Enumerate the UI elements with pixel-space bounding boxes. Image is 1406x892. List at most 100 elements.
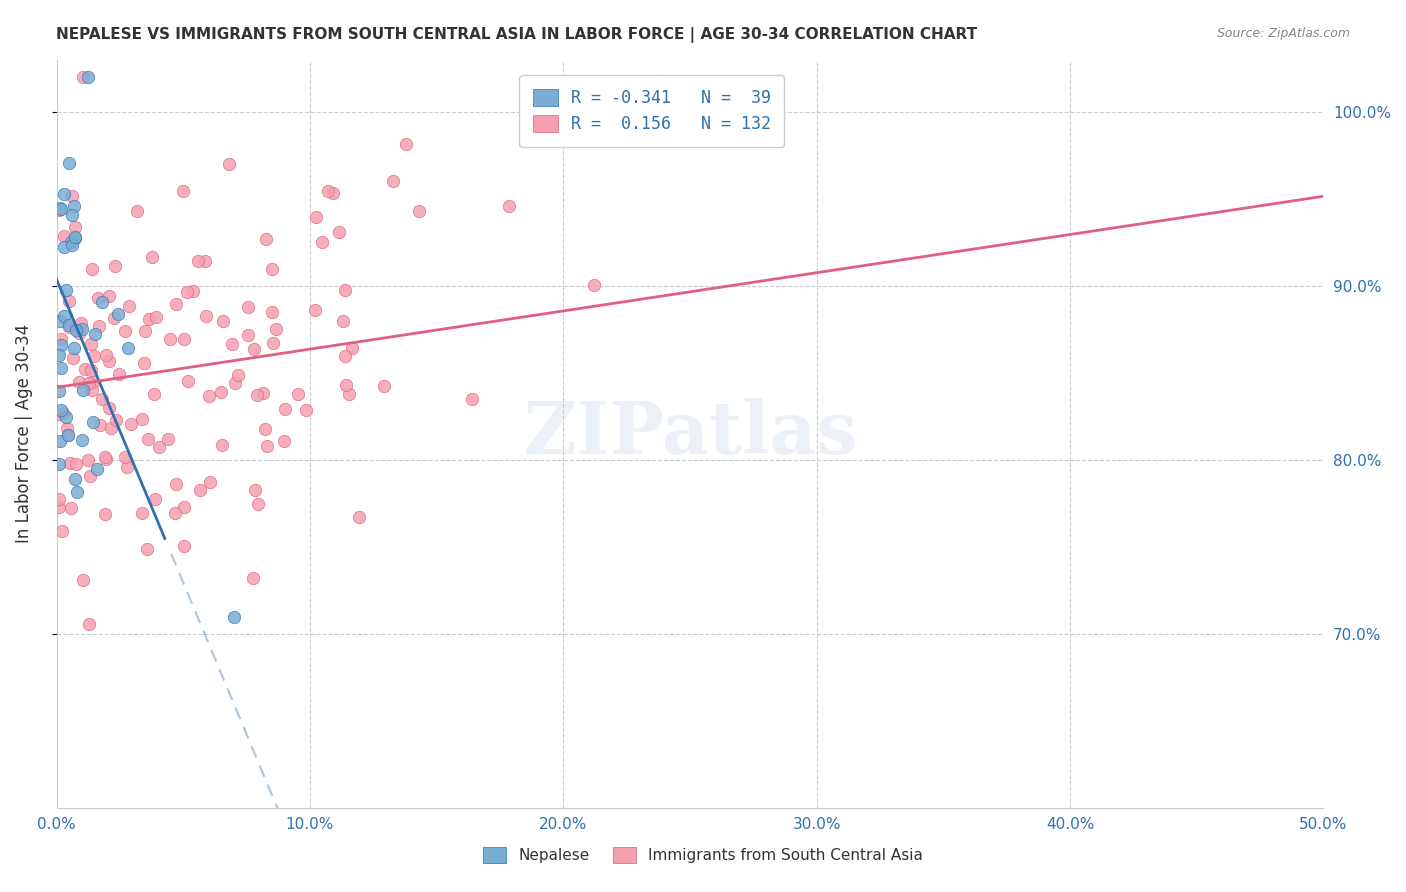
Point: [98, 354, 121, 368]
Point: [316, 184, 339, 198]
Point: [80, 383, 103, 397]
Point: [87, 319, 110, 334]
Point: [52, 186, 75, 201]
Point: [70, 322, 93, 336]
Point: [136, 542, 159, 557]
Point: [333, 283, 356, 297]
Point: [381, 174, 404, 188]
Point: [52, 406, 75, 420]
Point: [342, 341, 364, 355]
Point: [49, 360, 72, 375]
Point: [65, 219, 87, 234]
Point: [56, 427, 79, 442]
Point: [177, 375, 200, 389]
Point: [142, 386, 165, 401]
Point: [87, 291, 110, 305]
Point: [212, 314, 235, 328]
Point: [60, 238, 83, 252]
Point: [163, 506, 186, 520]
Text: NEPALESE VS IMMIGRANTS FROM SOUTH CENTRAL ASIA IN LABOR FORCE | AGE 30-34 CORREL: NEPALESE VS IMMIGRANTS FROM SOUTH CENTRA…: [56, 27, 977, 43]
Text: ZIPatlas: ZIPatlas: [523, 398, 858, 469]
Point: [72, 383, 94, 397]
Point: [83, 349, 105, 363]
Point: [173, 539, 195, 553]
Point: [80, 362, 103, 376]
Point: [97, 289, 120, 303]
Point: [226, 368, 249, 383]
Point: [70, 434, 93, 448]
Point: [159, 332, 181, 346]
Point: [328, 225, 350, 239]
Point: [58, 320, 80, 334]
Legend: Nepalese, Immigrants from South Central Asia: Nepalese, Immigrants from South Central …: [471, 835, 935, 875]
Point: [127, 203, 149, 218]
Point: [254, 422, 277, 436]
Point: [51, 338, 73, 352]
Point: [222, 609, 245, 624]
Point: [80, 336, 103, 351]
Point: [243, 342, 266, 356]
Point: [63, 472, 86, 486]
Point: [198, 389, 221, 403]
Point: [264, 321, 287, 335]
Point: [49, 201, 72, 215]
Point: [165, 296, 187, 310]
Point: [274, 402, 297, 417]
Point: [238, 327, 260, 342]
Point: [98, 401, 121, 415]
Point: [48, 202, 70, 217]
Point: [145, 310, 167, 325]
Point: [262, 305, 284, 319]
Point: [373, 379, 395, 393]
Point: [136, 432, 159, 446]
Point: [94, 450, 117, 464]
Point: [172, 185, 194, 199]
Point: [79, 376, 101, 390]
Point: [82, 415, 104, 429]
Point: [94, 507, 117, 521]
Point: [273, 434, 295, 448]
Point: [120, 417, 142, 431]
Point: [58, 156, 80, 170]
Point: [100, 421, 122, 435]
Point: [67, 375, 90, 389]
Point: [187, 253, 209, 268]
Point: [242, 571, 264, 585]
Point: [104, 413, 127, 427]
Point: [77, 452, 100, 467]
Point: [65, 458, 87, 472]
Point: [55, 283, 77, 297]
Point: [114, 450, 136, 464]
Point: [60, 501, 83, 516]
Point: [48, 457, 70, 471]
Point: [107, 367, 129, 381]
Point: [221, 336, 243, 351]
Point: [305, 211, 328, 225]
Point: [48, 408, 70, 422]
Point: [67, 326, 90, 340]
Point: [72, 573, 94, 587]
Point: [107, 307, 129, 321]
Point: [333, 349, 356, 363]
Point: [247, 498, 270, 512]
Point: [195, 309, 218, 323]
Point: [132, 355, 155, 369]
Point: [49, 202, 72, 216]
Point: [86, 462, 108, 476]
Point: [173, 332, 195, 346]
Point: [118, 299, 141, 313]
Point: [48, 500, 70, 514]
Point: [91, 392, 114, 407]
Point: [94, 348, 117, 362]
Point: [49, 403, 72, 417]
Point: [209, 385, 232, 400]
Point: [80, 261, 103, 276]
Point: [131, 412, 153, 426]
Point: [48, 384, 70, 398]
Text: Source: ZipAtlas.com: Source: ZipAtlas.com: [1216, 27, 1350, 40]
Legend: R = -0.341   N =  39, R =  0.156   N = 132: R = -0.341 N = 39, R = 0.156 N = 132: [519, 76, 785, 147]
Point: [53, 229, 76, 244]
Point: [287, 387, 309, 401]
Point: [82, 375, 104, 389]
Point: [60, 189, 83, 203]
